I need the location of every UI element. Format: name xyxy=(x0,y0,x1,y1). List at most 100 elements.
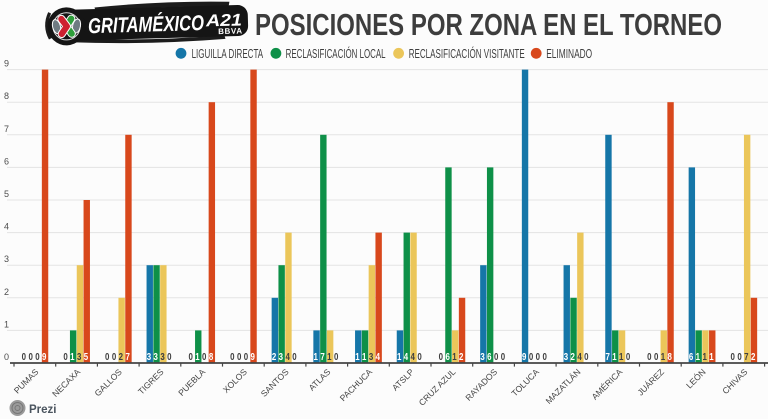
svg-text:POSICIONES POR ZONA EN EL TORN: POSICIONES POR ZONA EN EL TORNEO xyxy=(255,7,722,42)
svg-text:1: 1 xyxy=(195,352,200,363)
svg-text:2: 2 xyxy=(119,352,124,363)
svg-text:1: 1 xyxy=(702,352,707,363)
svg-text:0: 0 xyxy=(22,352,27,363)
svg-text:0: 0 xyxy=(536,352,541,363)
svg-text:LEÓN: LEÓN xyxy=(684,367,708,391)
svg-text:1: 1 xyxy=(709,352,714,363)
svg-text:0: 0 xyxy=(237,352,242,363)
svg-text:4: 4 xyxy=(404,352,409,363)
svg-text:0: 0 xyxy=(542,352,547,363)
svg-text:0: 0 xyxy=(4,352,9,362)
svg-text:6: 6 xyxy=(4,156,9,166)
svg-text:0: 0 xyxy=(737,352,742,363)
svg-text:8: 8 xyxy=(668,352,673,363)
svg-text:RAYADOS: RAYADOS xyxy=(463,367,499,403)
svg-text:7: 7 xyxy=(125,352,130,363)
svg-text:9: 9 xyxy=(4,59,9,69)
svg-text:0: 0 xyxy=(584,352,589,363)
svg-text:2: 2 xyxy=(4,287,9,297)
svg-text:3: 3 xyxy=(279,352,284,363)
svg-text:CRUZ AZUL: CRUZ AZUL xyxy=(417,367,458,408)
svg-text:3: 3 xyxy=(77,352,82,363)
svg-text:ATLAS: ATLAS xyxy=(307,367,333,393)
svg-text:ATSLP: ATSLP xyxy=(390,367,416,393)
svg-text:ELIMINADO: ELIMINADO xyxy=(546,47,592,61)
svg-text:1: 1 xyxy=(696,352,701,363)
svg-text:1: 1 xyxy=(70,352,75,363)
svg-text:9: 9 xyxy=(251,352,256,363)
svg-text:6: 6 xyxy=(689,352,694,363)
svg-text:MAZATLÁN: MAZATLÁN xyxy=(544,367,583,406)
svg-text:2: 2 xyxy=(571,352,576,363)
svg-text:0: 0 xyxy=(731,352,736,363)
svg-text:3: 3 xyxy=(369,352,374,363)
svg-text:0: 0 xyxy=(188,352,193,363)
svg-text:7: 7 xyxy=(320,352,325,363)
svg-text:RECLASIFICACIÓN VISITANTE: RECLASIFICACIÓN VISITANTE xyxy=(409,46,525,61)
svg-text:0: 0 xyxy=(202,352,207,363)
svg-text:3: 3 xyxy=(4,254,9,264)
svg-text:0: 0 xyxy=(35,352,40,363)
svg-text:1: 1 xyxy=(362,352,367,363)
svg-text:1: 1 xyxy=(661,352,666,363)
svg-text:0: 0 xyxy=(417,352,422,363)
svg-text:1: 1 xyxy=(314,352,319,363)
svg-text:3: 3 xyxy=(480,352,485,363)
svg-text:PUMAS: PUMAS xyxy=(12,367,41,396)
svg-text:3: 3 xyxy=(147,352,152,363)
svg-text:0: 0 xyxy=(63,352,68,363)
svg-text:0: 0 xyxy=(494,352,499,363)
svg-text:Prezi: Prezi xyxy=(29,404,57,416)
svg-text:0: 0 xyxy=(28,352,33,363)
svg-text:PUEBLA: PUEBLA xyxy=(176,367,207,398)
svg-text:SANTOS: SANTOS xyxy=(259,367,291,399)
svg-text:4: 4 xyxy=(376,352,381,363)
svg-text:0: 0 xyxy=(105,352,110,363)
svg-text:1: 1 xyxy=(612,352,617,363)
svg-text:3: 3 xyxy=(160,352,165,363)
svg-text:5: 5 xyxy=(4,189,9,199)
svg-text:0: 0 xyxy=(501,352,506,363)
svg-text:0: 0 xyxy=(439,352,444,363)
svg-text:8: 8 xyxy=(209,352,214,363)
svg-text:0: 0 xyxy=(292,352,297,363)
svg-text:RECLASIFICACIÓN LOCAL: RECLASIFICACIÓN LOCAL xyxy=(286,46,386,61)
svg-text:7: 7 xyxy=(4,124,9,134)
svg-text:0: 0 xyxy=(334,352,339,363)
svg-text:TIGRES: TIGRES xyxy=(136,367,166,397)
svg-text:0: 0 xyxy=(230,352,235,363)
svg-text:0: 0 xyxy=(626,352,631,363)
svg-text:6: 6 xyxy=(445,352,450,363)
svg-text:4: 4 xyxy=(411,352,416,363)
svg-text:1: 1 xyxy=(327,352,332,363)
svg-text:6: 6 xyxy=(487,352,492,363)
svg-text:1: 1 xyxy=(619,352,624,363)
svg-text:GRITAMÉXICO: GRITAMÉXICO xyxy=(88,10,205,38)
svg-text:0: 0 xyxy=(167,352,172,363)
svg-text:0: 0 xyxy=(529,352,534,363)
svg-text:TOLUCA: TOLUCA xyxy=(509,367,541,399)
svg-text:XOLOS: XOLOS xyxy=(221,367,249,395)
svg-text:BBVA: BBVA xyxy=(218,26,243,36)
svg-text:PACHUCA: PACHUCA xyxy=(338,367,375,404)
svg-text:1: 1 xyxy=(355,352,360,363)
svg-text:GALLOS: GALLOS xyxy=(93,367,125,399)
svg-text:1: 1 xyxy=(4,319,9,329)
svg-text:AMÉRICA: AMÉRICA xyxy=(590,367,625,402)
svg-text:LIGUILLA DIRECTA: LIGUILLA DIRECTA xyxy=(192,47,264,61)
svg-text:CHIVAS: CHIVAS xyxy=(720,367,749,396)
svg-text:0: 0 xyxy=(647,352,652,363)
svg-text:5: 5 xyxy=(84,352,89,363)
svg-text:9: 9 xyxy=(522,352,527,363)
svg-text:3: 3 xyxy=(564,352,569,363)
svg-text:3: 3 xyxy=(154,352,159,363)
svg-text:9: 9 xyxy=(42,352,47,363)
svg-text:A21: A21 xyxy=(205,10,243,30)
svg-text:0: 0 xyxy=(112,352,117,363)
svg-text:7: 7 xyxy=(744,352,749,363)
svg-text:1: 1 xyxy=(397,352,402,363)
svg-text:4: 4 xyxy=(285,352,290,363)
svg-text:2: 2 xyxy=(751,352,756,363)
svg-text:0: 0 xyxy=(244,352,249,363)
svg-text:NECAXA: NECAXA xyxy=(50,367,82,399)
